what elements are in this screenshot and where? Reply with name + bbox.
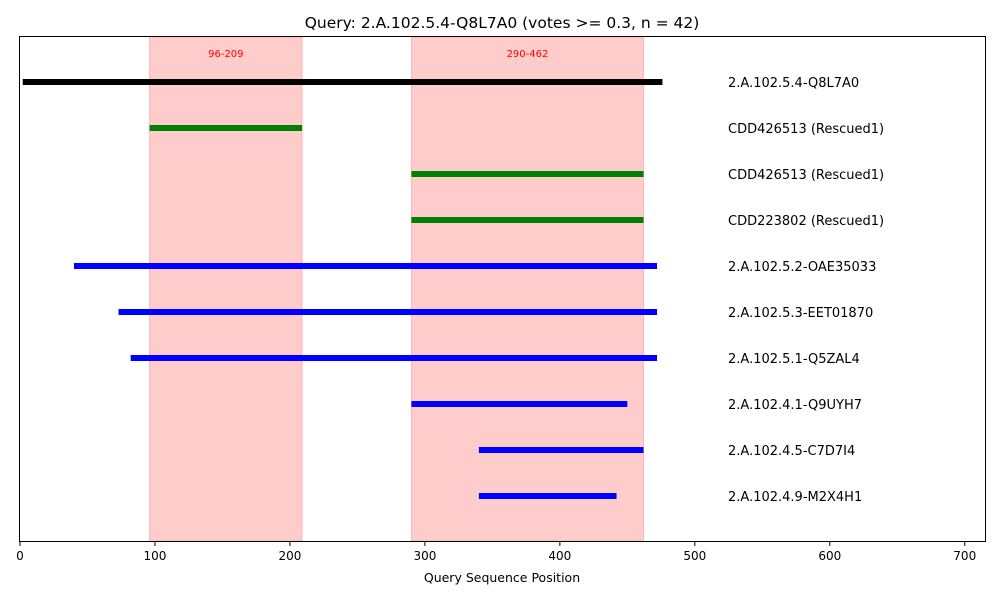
highlight-region [149,36,303,542]
row-label: 2.A.102.4.5-C7D7I4 [728,444,855,459]
x-tick-label: 700 [953,549,976,563]
x-axis-ticks: 0 100 200 300 400 500 600 700 [16,541,976,563]
row-label: 2.A.102.5.2-OAE35033 [728,260,876,275]
x-tick-label: 200 [278,549,301,563]
plot-frame [19,36,986,542]
highlight-region-label: 96-209 [208,49,243,60]
x-tick-label: 100 [144,549,167,563]
x-tick-label: 400 [548,549,571,563]
row-labels: 2.A.102.5.4-Q8L7A0 CDD426513 (Rescued1) CD… [728,76,884,505]
row-label: 2.A.102.5.1-Q5ZAL4 [728,352,860,367]
row-label: CDD426513 (Rescued1) [728,122,884,137]
alignment-bars [22,79,663,499]
x-tick-label: 300 [413,549,436,563]
row-label: 2.A.102.4.1-Q9UYH7 [728,398,862,413]
x-tick-label: 500 [683,549,706,563]
row-label: 2.A.102.5.4-Q8L7A0 [728,76,859,91]
highlight-regions: 96-209 290-462 [149,36,645,542]
row-label: CDD223802 (Rescued1) [728,214,884,229]
x-axis-label: Query Sequence Position [424,570,580,585]
chart-title: Query: 2.A.102.5.4-Q8L7A0 (votes >= 0.3,… [305,14,700,32]
x-tick-label: 600 [818,549,841,563]
highlight-region-label: 290-462 [507,49,549,60]
row-label: 2.A.102.5.3-EET01870 [728,306,873,321]
x-tick-label: 0 [16,549,24,563]
row-label: CDD426513 (Rescued1) [728,168,884,183]
highlight-region [410,36,645,542]
row-label: 2.A.102.4.9-M2X4H1 [728,490,862,505]
